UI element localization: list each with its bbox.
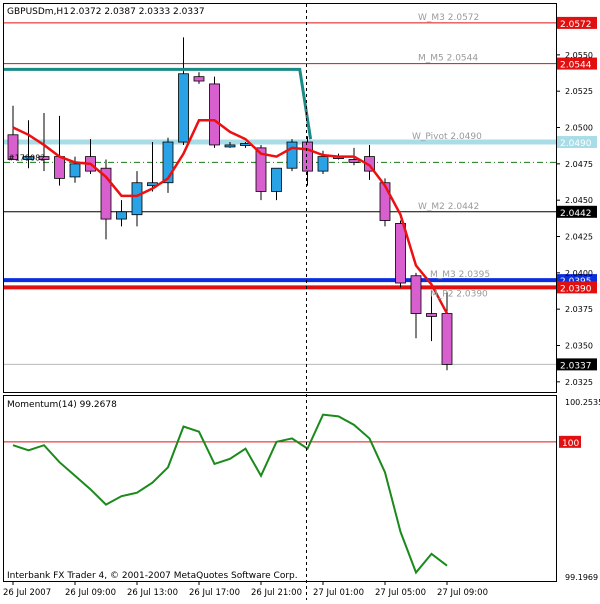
chart-symbol: GBPUSDm,H1 — [7, 7, 69, 17]
bear-candle-body — [209, 83, 220, 146]
bear-candle-body — [441, 313, 453, 365]
level-label: W_M2 2.0442 — [418, 202, 479, 212]
momentum-reference-label: 100 — [562, 439, 579, 449]
momentum-title: Momentum(14) 99.2678 — [7, 400, 117, 410]
bear-candle-body — [100, 167, 112, 220]
copyright-footer: Interbank FX Trader 4, © 2001-2007 MetaQ… — [7, 571, 298, 581]
level-label: W_M3 2.0572 — [418, 13, 479, 23]
price-tick-label: 2.0475 — [565, 160, 593, 169]
time-axis: 26 Jul 2007 26 Jul 09:00 26 Jul 13:00 26 Ju… — [3, 581, 488, 598]
price-badge — [557, 281, 597, 294]
bull-candle-body — [178, 73, 189, 143]
price-tick-label: 2.0450 — [565, 196, 593, 205]
momentum-tick-label: 99.1969 — [565, 573, 598, 582]
time-tick-label: 27 Jul 01:00 — [313, 588, 364, 598]
price-tick-label: 2.0350 — [565, 341, 593, 350]
teal-trend-line — [4, 67, 313, 140]
current-price-badge-text: 2.0337 — [560, 361, 592, 371]
price-badge-text: 2.0390 — [560, 284, 592, 294]
time-tick-label: 26 Jul 17:00 — [189, 588, 240, 598]
level-label: M_P2 2.0390 — [430, 289, 488, 299]
momentum-panel-frame — [3, 395, 557, 582]
price-tick-label: 2.0500 — [565, 124, 593, 133]
price-tick-label: 2.0525 — [565, 87, 593, 96]
current-price-badge — [557, 358, 597, 371]
bear-candle-body — [348, 159, 360, 163]
price-badge-text: 2.0572 — [560, 20, 592, 30]
bull-candle-body — [23, 156, 34, 160]
time-tick-label: 26 Jul 13:00 — [127, 588, 178, 598]
price-badge-text: 2.0544 — [560, 61, 592, 71]
bear-candle-body — [38, 156, 50, 160]
time-tick-label: 27 Jul 05:00 — [375, 588, 426, 598]
time-tick-label: 26 Jul 21:00 — [251, 588, 302, 598]
price-axis: 2.0550 2.0525 2.0500 2.0475 2.0450 2.0425 2.04… — [556, 51, 593, 387]
level-labels: #179082 W_M3 2.0572 M_M5 2.0544 W_Pivot 2.0… — [8, 13, 490, 299]
candles — [7, 37, 453, 371]
momentum-tick-label: 100.2535 — [565, 398, 600, 407]
bear-candle-body — [395, 223, 406, 284]
bull-candle-body — [317, 156, 329, 172]
price-badge — [557, 57, 597, 70]
price-badge-text: 2.0442 — [560, 209, 592, 219]
moving-average-line — [12, 119, 449, 315]
dashdot-level-label: #179082 — [8, 153, 45, 162]
level-label: W_Pivot 2.0490 — [412, 132, 482, 142]
level-label: M_M3 2.0395 — [430, 270, 490, 280]
bear-candle-body — [426, 313, 437, 317]
bull-candle-body — [131, 182, 143, 216]
bear-candle-body — [302, 141, 313, 172]
price-badge-text: 2.0490 — [560, 139, 592, 149]
level-lines — [4, 22, 556, 365]
time-tick-label: 26 Jul 2007 — [3, 588, 51, 598]
momentum-reference-badge — [559, 435, 581, 448]
price-tick-label: 2.0425 — [565, 233, 593, 242]
bull-candle-body — [69, 163, 81, 178]
overlay-lines — [4, 67, 449, 315]
bear-candle-body — [193, 76, 205, 82]
momentum-indicator: 100 100.2535 99.1969 — [4, 398, 600, 582]
bull-candle-body — [286, 141, 298, 169]
price-badges: 2.05722.05442.04902.04422.03952.03902.03… — [557, 16, 597, 371]
bull-candle-body — [224, 144, 236, 148]
bear-candle-body — [7, 134, 19, 160]
time-tick-label: 26 Jul 09:00 — [65, 588, 116, 598]
price-tick-label: 2.0400 — [565, 269, 593, 278]
price-badge — [557, 205, 597, 218]
bear-candle-body — [410, 275, 422, 314]
chart-ohlc: 2.0372 2.0387 2.0333 2.0337 — [70, 7, 205, 17]
price-tick-label: 2.0375 — [565, 305, 593, 314]
price-badge — [557, 136, 597, 149]
bull-candle-body — [116, 211, 127, 220]
price-badge — [557, 16, 597, 29]
bear-candle-body — [255, 147, 267, 192]
bull-candle-body — [162, 141, 174, 184]
time-tick-label: 27 Jul 09:00 — [437, 588, 488, 598]
bear-candle-body — [54, 156, 65, 179]
bull-candle-body — [271, 167, 282, 192]
bear-candle-body — [379, 182, 391, 221]
price-tick-label: 2.0325 — [565, 378, 593, 387]
price-tick-label: 2.0550 — [565, 51, 593, 60]
level-label: M_M5 2.0544 — [418, 54, 478, 64]
momentum-line — [12, 413, 448, 575]
